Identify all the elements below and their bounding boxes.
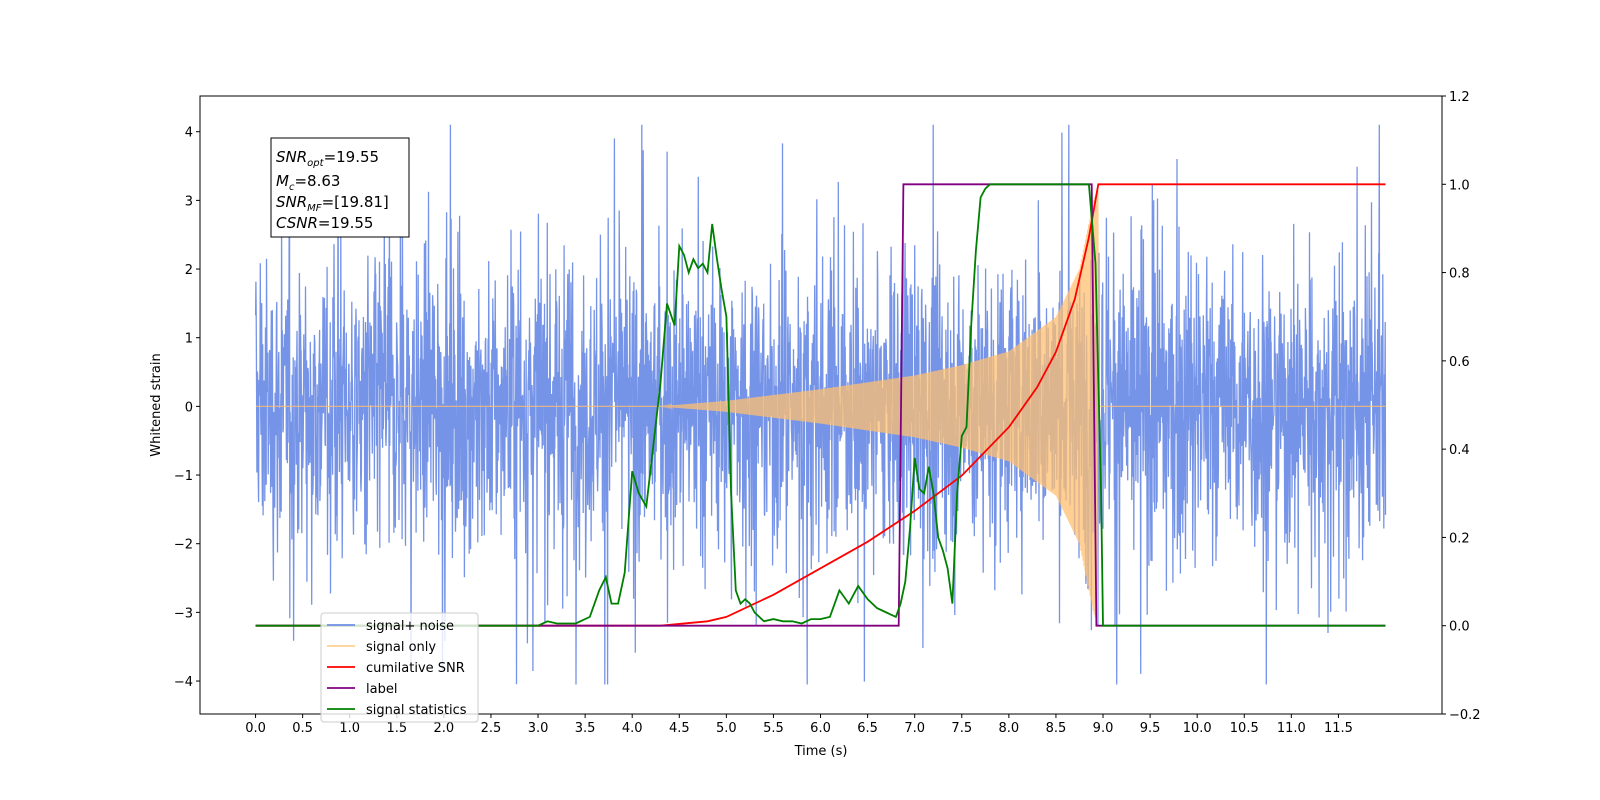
y-tick-label: 3 (185, 194, 193, 209)
legend-label: signal only (366, 640, 436, 655)
y-tick-label: −3 (174, 606, 193, 621)
y-axis-label: Whitened strain (149, 353, 164, 456)
x-tick-label: 5.0 (716, 721, 737, 736)
legend-label: signal+ noise (366, 619, 454, 634)
x-tick-label: 5.5 (763, 721, 784, 736)
x-tick-label: 10.0 (1183, 721, 1212, 736)
x-axis-label: Time (s) (794, 744, 848, 759)
csnr-text: CSNR=19.55 (276, 214, 373, 232)
x-tick-label: 3.0 (528, 721, 549, 736)
y2-tick-label: 1.0 (1449, 178, 1470, 193)
info-box: SNRopt=19.55 Mc=8.63 SNRMF=[19.81] CSNR=… (270, 137, 410, 238)
series-signal-statistics (255, 183, 1386, 627)
y2-tick-label: 0.6 (1449, 355, 1470, 370)
series-cumilative-snr (255, 183, 1386, 627)
x-tick-label: 10.5 (1230, 721, 1259, 736)
x-tick-label: 0.0 (245, 721, 266, 736)
snr-opt-text: SNRopt=19.55 (276, 148, 379, 169)
legend: signal+ noise signal only cumilative SNR la… (320, 612, 479, 723)
x-tick-label: 9.0 (1093, 721, 1114, 736)
legend-label: signal statistics (366, 703, 467, 718)
x-tick-label: 4.5 (669, 721, 690, 736)
series-signal-only (255, 187, 1386, 624)
y-tick-label: 2 (185, 263, 193, 278)
x-tick-label: 4.0 (622, 721, 643, 736)
y2-tick-label: 0.4 (1449, 443, 1470, 458)
legend-label: cumilative SNR (366, 661, 465, 676)
y-tick-label: −2 (174, 538, 193, 553)
x-tick-label: 11.0 (1277, 721, 1306, 736)
y2-tick-label: 0.8 (1449, 267, 1470, 282)
y-axis-right: −0.2 0.0 0.2 0.4 0.6 0.8 1.0 1.2 (1442, 90, 1481, 723)
x-tick-label: 7.0 (904, 721, 925, 736)
x-tick-label: 11.5 (1324, 721, 1353, 736)
snr-mf-text: SNRMF=[19.81] (276, 193, 389, 214)
x-tick-label: 8.5 (1046, 721, 1067, 736)
y2-tick-label: 0.2 (1449, 531, 1470, 546)
y2-tick-label: −0.2 (1449, 708, 1481, 723)
plot-area (254, 124, 1387, 685)
x-tick-label: 6.0 (810, 721, 831, 736)
legend-label: label (366, 682, 397, 697)
series-signal-noise (254, 124, 1387, 685)
x-tick-label: 6.5 (857, 721, 878, 736)
x-tick-label: 1.0 (339, 721, 360, 736)
legend-frame (320, 612, 479, 723)
mc-text: Mc=8.63 (276, 172, 340, 193)
x-tick-label: 1.5 (386, 721, 407, 736)
y-tick-label: 4 (185, 126, 193, 141)
y2-tick-label: 0.0 (1449, 620, 1470, 635)
x-axis: 0.0 0.5 1.0 1.5 2.0 2.5 3.0 3.5 4.0 4.5 5.0 5.5 6.0 6… (245, 714, 1353, 736)
y2-tick-label: 1.2 (1449, 90, 1470, 105)
x-tick-label: 2.0 (434, 721, 455, 736)
y-tick-label: −1 (174, 469, 193, 484)
y-tick-label: 0 (185, 400, 193, 415)
info-box-frame (270, 137, 410, 238)
y-tick-label: 1 (185, 332, 193, 347)
x-tick-label: 3.5 (575, 721, 596, 736)
x-tick-label: 2.5 (481, 721, 502, 736)
x-tick-label: 8.0 (999, 721, 1020, 736)
y-tick-label: −4 (174, 675, 193, 690)
y-axis-left: −4 −3 −2 −1 0 1 2 3 4 (174, 126, 200, 690)
x-tick-label: 9.5 (1140, 721, 1161, 736)
x-tick-label: 7.5 (951, 721, 972, 736)
x-tick-label: 0.5 (292, 721, 313, 736)
